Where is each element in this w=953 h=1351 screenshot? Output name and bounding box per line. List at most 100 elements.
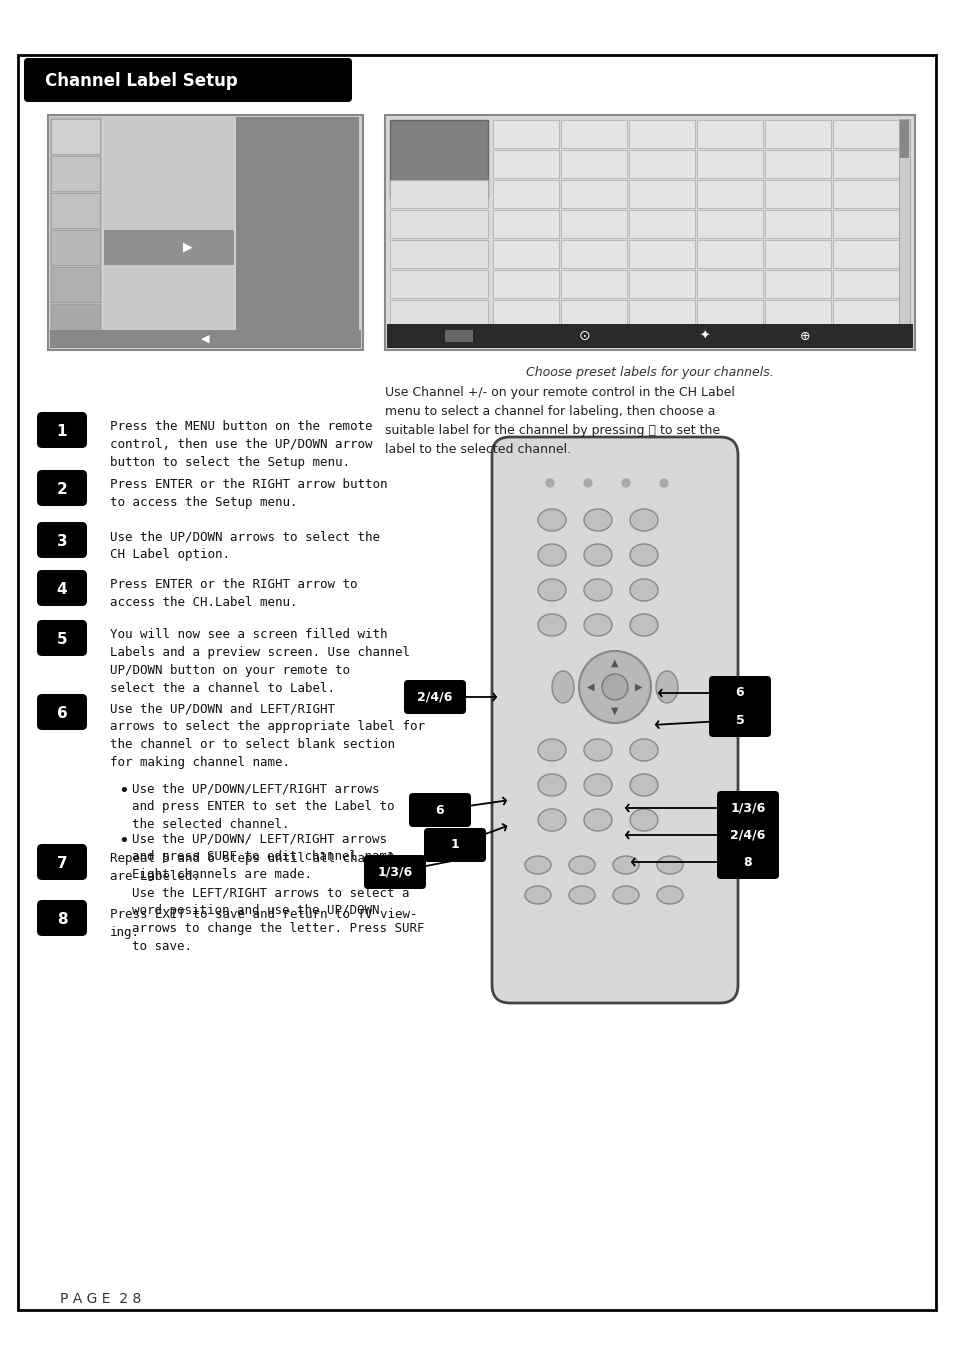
FancyBboxPatch shape [832, 120, 898, 149]
Circle shape [621, 480, 629, 486]
FancyBboxPatch shape [409, 793, 471, 827]
FancyBboxPatch shape [390, 209, 488, 238]
FancyBboxPatch shape [444, 330, 473, 342]
Text: ◀: ◀ [587, 682, 594, 692]
Ellipse shape [537, 509, 565, 531]
Ellipse shape [656, 671, 678, 703]
FancyBboxPatch shape [717, 790, 779, 825]
Ellipse shape [629, 613, 658, 636]
FancyBboxPatch shape [697, 150, 762, 178]
FancyBboxPatch shape [628, 120, 695, 149]
Text: 2/4/6: 2/4/6 [416, 690, 453, 704]
Text: ▼: ▼ [611, 707, 618, 716]
Text: ▶: ▶ [635, 682, 642, 692]
FancyBboxPatch shape [708, 676, 770, 711]
FancyBboxPatch shape [493, 300, 558, 328]
FancyBboxPatch shape [628, 209, 695, 238]
FancyBboxPatch shape [764, 209, 830, 238]
FancyBboxPatch shape [697, 180, 762, 208]
FancyBboxPatch shape [390, 270, 488, 299]
Text: 4: 4 [56, 581, 68, 597]
Circle shape [659, 480, 667, 486]
FancyBboxPatch shape [764, 150, 830, 178]
Ellipse shape [629, 809, 658, 831]
FancyBboxPatch shape [48, 115, 363, 350]
FancyBboxPatch shape [493, 180, 558, 208]
FancyBboxPatch shape [50, 330, 360, 349]
FancyBboxPatch shape [560, 209, 626, 238]
FancyBboxPatch shape [390, 180, 488, 208]
Text: ▶: ▶ [183, 240, 193, 254]
FancyBboxPatch shape [697, 300, 762, 328]
FancyBboxPatch shape [764, 120, 830, 149]
FancyBboxPatch shape [898, 119, 909, 346]
Text: Use Channel +/- on your remote control in the CH Label
menu to select a channel : Use Channel +/- on your remote control i… [385, 386, 734, 457]
FancyBboxPatch shape [364, 855, 426, 889]
Ellipse shape [629, 739, 658, 761]
Text: •: • [118, 782, 129, 800]
FancyBboxPatch shape [764, 270, 830, 299]
FancyBboxPatch shape [832, 240, 898, 267]
FancyBboxPatch shape [717, 817, 779, 852]
Text: 3: 3 [56, 534, 68, 549]
FancyBboxPatch shape [18, 55, 935, 1310]
Ellipse shape [583, 774, 612, 796]
Ellipse shape [657, 886, 682, 904]
FancyBboxPatch shape [560, 240, 626, 267]
FancyBboxPatch shape [560, 270, 626, 299]
FancyBboxPatch shape [104, 230, 233, 265]
Text: Press the MENU button on the remote
control, then use the UP/DOWN arrow
button t: Press the MENU button on the remote cont… [110, 420, 372, 469]
FancyBboxPatch shape [560, 120, 626, 149]
FancyBboxPatch shape [37, 694, 87, 730]
FancyBboxPatch shape [235, 118, 358, 349]
Text: Channel Label Setup: Channel Label Setup [45, 72, 237, 91]
Ellipse shape [537, 580, 565, 601]
FancyBboxPatch shape [37, 844, 87, 880]
FancyBboxPatch shape [560, 300, 626, 328]
Ellipse shape [583, 739, 612, 761]
Text: ✦: ✦ [699, 330, 709, 343]
Text: 1: 1 [56, 423, 67, 439]
FancyBboxPatch shape [628, 180, 695, 208]
FancyBboxPatch shape [51, 230, 100, 265]
FancyBboxPatch shape [493, 150, 558, 178]
Text: Use the UP/DOWN and LEFT/RIGHT
arrows to select the appropriate label for
the ch: Use the UP/DOWN and LEFT/RIGHT arrows to… [110, 703, 424, 769]
Ellipse shape [537, 774, 565, 796]
FancyBboxPatch shape [697, 240, 762, 267]
Text: 1/3/6: 1/3/6 [730, 801, 765, 815]
FancyBboxPatch shape [492, 436, 738, 1002]
FancyBboxPatch shape [832, 150, 898, 178]
FancyBboxPatch shape [493, 120, 558, 149]
Ellipse shape [657, 857, 682, 874]
Ellipse shape [524, 886, 551, 904]
FancyBboxPatch shape [899, 120, 908, 158]
Ellipse shape [552, 671, 574, 703]
Text: 5: 5 [56, 631, 68, 647]
Text: Use the UP/DOWN/ LEFT/RIGHT arrows
and press SURF to edit channel name.
Eight ch: Use the UP/DOWN/ LEFT/RIGHT arrows and p… [132, 832, 424, 952]
FancyBboxPatch shape [628, 240, 695, 267]
Circle shape [578, 651, 650, 723]
Text: ⊙: ⊙ [578, 330, 590, 343]
Ellipse shape [537, 739, 565, 761]
FancyBboxPatch shape [37, 412, 87, 449]
Text: You will now see a screen filled with
Labels and a preview screen. Use channel
U: You will now see a screen filled with La… [110, 628, 410, 694]
FancyBboxPatch shape [697, 209, 762, 238]
FancyBboxPatch shape [628, 270, 695, 299]
FancyBboxPatch shape [717, 844, 779, 880]
Ellipse shape [537, 809, 565, 831]
Text: 2: 2 [56, 481, 68, 497]
Circle shape [583, 480, 592, 486]
Text: •: • [118, 832, 129, 850]
Text: Press ENTER or the RIGHT arrow button
to access the Setup menu.: Press ENTER or the RIGHT arrow button to… [110, 478, 387, 509]
Ellipse shape [629, 509, 658, 531]
Ellipse shape [568, 886, 595, 904]
Ellipse shape [583, 809, 612, 831]
Text: Use the UP/DOWN arrows to select the
CH Label option.: Use the UP/DOWN arrows to select the CH … [110, 530, 379, 561]
Text: 7: 7 [56, 855, 68, 870]
Ellipse shape [583, 544, 612, 566]
Text: ⊕: ⊕ [799, 330, 809, 343]
FancyBboxPatch shape [37, 570, 87, 607]
FancyBboxPatch shape [403, 680, 465, 713]
Text: 8: 8 [56, 912, 68, 927]
FancyBboxPatch shape [387, 324, 912, 349]
